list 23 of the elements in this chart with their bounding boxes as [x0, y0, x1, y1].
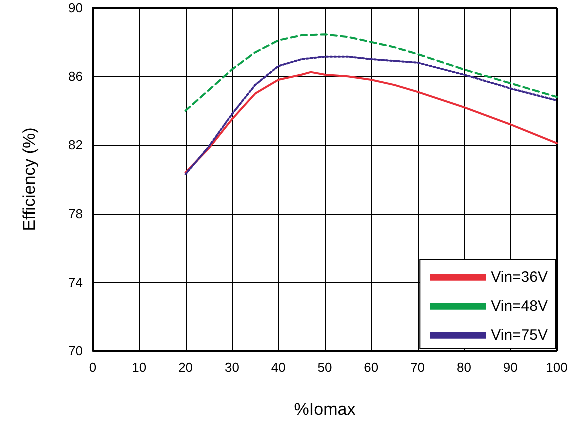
- x-tick-label: 50: [318, 360, 332, 375]
- x-tick-label: 40: [271, 360, 286, 375]
- x-tick-label: 10: [132, 360, 147, 375]
- x-tick-label: 70: [410, 360, 426, 375]
- line-series: [184, 34, 558, 112]
- x-tick-label: 100: [546, 360, 568, 375]
- y-tick-label: 86: [68, 69, 83, 84]
- y-tick-label: 74: [68, 274, 83, 290]
- y-tick-label: 82: [68, 138, 83, 153]
- y-tick-label: 70: [68, 344, 83, 358]
- legend-label: Vin=75V: [491, 327, 548, 344]
- x-tick-label: 80: [456, 360, 472, 375]
- y-axis-title: Efficiency (%): [20, 128, 39, 232]
- x-tick-label: 20: [178, 360, 194, 375]
- x-tick-label: 30: [224, 360, 240, 375]
- y-tick-label: 90: [68, 0, 83, 16]
- x-axis-title: %Iomax: [294, 400, 356, 419]
- y-tick-label: 78: [68, 206, 83, 222]
- x-tick-label: 60: [364, 360, 379, 375]
- x-tick-label: 0: [89, 360, 97, 375]
- legend-label: Vin=48V: [491, 298, 548, 315]
- legend-label: Vin=36V: [491, 269, 548, 286]
- x-tick-label: 90: [503, 360, 518, 375]
